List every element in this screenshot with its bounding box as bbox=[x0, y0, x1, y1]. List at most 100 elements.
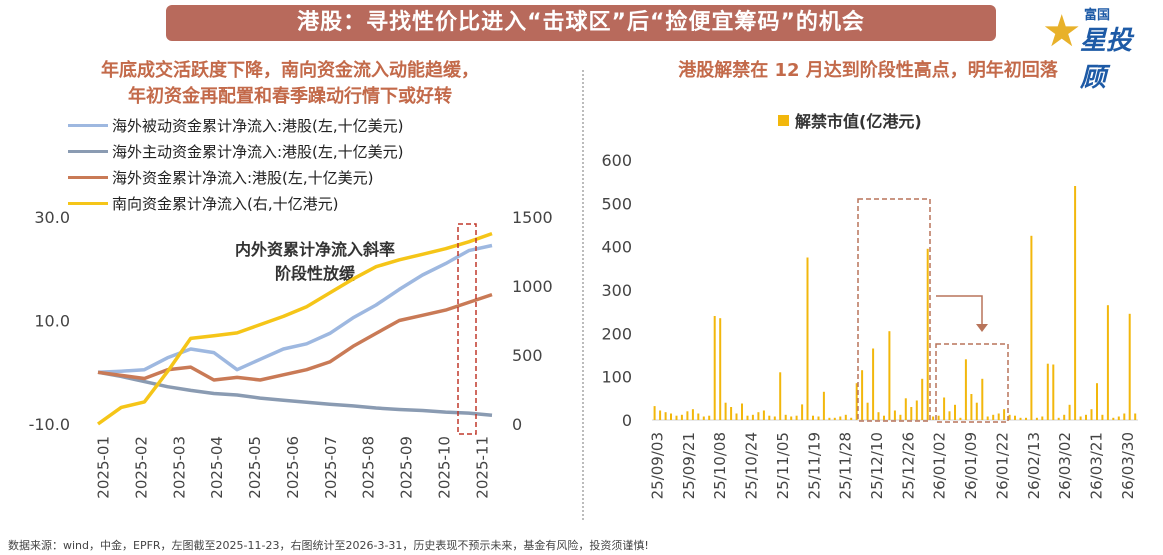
bar-y-tick: 0 bbox=[622, 411, 632, 430]
bar-mark bbox=[817, 416, 820, 420]
legend-item-passive: 海外被动资金累计净流入:港股(左,十亿美元) bbox=[68, 112, 404, 138]
left-x-tick: 2025-03 bbox=[170, 436, 188, 499]
bar-mark bbox=[850, 417, 853, 420]
bar-mark bbox=[943, 397, 946, 420]
annotation-line-1: 内外资累计净流入斜率 bbox=[234, 240, 395, 259]
bar-mark bbox=[784, 414, 787, 420]
bar-mark bbox=[1057, 417, 1060, 420]
bar-x-tick: 25/12/10 bbox=[868, 432, 886, 499]
left-x-tick: 2025-01 bbox=[95, 436, 113, 499]
bar-mark bbox=[888, 331, 891, 420]
bar-mark bbox=[1079, 416, 1082, 420]
right-legend: 解禁市值(亿港元) bbox=[778, 108, 922, 132]
bar-x-tick: 25/10/24 bbox=[743, 432, 761, 499]
bar-mark bbox=[970, 394, 973, 420]
bar-mark bbox=[954, 404, 956, 420]
bar-mark bbox=[670, 413, 672, 420]
bar-mark bbox=[773, 416, 776, 420]
bar-mark bbox=[735, 413, 738, 420]
highlight-box-nov bbox=[457, 223, 477, 435]
left-x-tick: 2025-08 bbox=[360, 436, 378, 499]
bar-y-tick: 200 bbox=[601, 324, 632, 343]
line-series-1 bbox=[97, 370, 493, 417]
bar-mark bbox=[1014, 415, 1016, 420]
bar-x-tick: 25/09/03 bbox=[649, 432, 667, 499]
bar-mark bbox=[1134, 413, 1137, 420]
bar-mark bbox=[1046, 363, 1049, 420]
jan-highlight-box bbox=[935, 343, 1009, 423]
bar-mark bbox=[1090, 409, 1093, 420]
bar-x-tick: 26/01/09 bbox=[962, 432, 980, 499]
bar-mark bbox=[746, 415, 749, 420]
bar-mark bbox=[910, 407, 913, 420]
left-y-tick: 10.0 bbox=[34, 312, 70, 331]
bar-mark bbox=[866, 402, 869, 420]
bar-x-tick: 25/12/26 bbox=[899, 432, 917, 499]
left-x-tick: 2025-05 bbox=[246, 436, 264, 499]
bar-mark bbox=[1101, 414, 1104, 420]
bar-x-tick: 25/11/05 bbox=[774, 432, 792, 499]
right-y-tick: 1000 bbox=[512, 277, 553, 296]
arrow-head-icon bbox=[976, 324, 988, 332]
bar-mark bbox=[877, 412, 880, 420]
legend-item-overseas: 海外资金累计净流入:港股(左,十亿美元) bbox=[68, 164, 404, 190]
slope-annotation: 内外资累计净流入斜率 阶段性放缓 bbox=[200, 238, 430, 286]
bar-mark bbox=[883, 415, 885, 420]
bar-y-tick: 600 bbox=[601, 151, 632, 170]
left-x-tick: 2025-10 bbox=[435, 436, 453, 499]
bar-mark bbox=[741, 403, 743, 420]
bar-x-tick: 26/03/30 bbox=[1119, 432, 1137, 499]
bar-mark bbox=[915, 400, 918, 420]
bar-mark bbox=[1003, 409, 1006, 420]
bar-mark bbox=[659, 410, 662, 420]
bar-mark bbox=[1117, 416, 1120, 420]
bar-mark bbox=[986, 416, 989, 420]
left-legend: 海外被动资金累计净流入:港股(左,十亿美元) 海外主动资金累计净流入:港股(左,… bbox=[68, 112, 404, 216]
right-y-tick: 1500 bbox=[512, 208, 553, 227]
bar-mark bbox=[1085, 414, 1087, 420]
bar-mark bbox=[855, 383, 858, 420]
bar-mark bbox=[1052, 364, 1055, 420]
bar-mark bbox=[893, 410, 896, 420]
bar-mark bbox=[806, 257, 809, 420]
line-series-2 bbox=[97, 292, 493, 382]
bar-mark bbox=[937, 415, 940, 420]
line-series-3 bbox=[96, 231, 493, 426]
right-chart-title: 港股解禁在 12 月达到阶段性高点，明年初回落 bbox=[678, 60, 1058, 81]
bar-mark bbox=[757, 412, 760, 420]
left-x-tick: 2025-07 bbox=[322, 436, 340, 499]
left-x-tick: 2025-04 bbox=[208, 436, 226, 499]
left-title-line-2: 年初资金再配置和春季躁动行情下或好转 bbox=[128, 86, 452, 107]
bar-mark bbox=[653, 406, 656, 420]
bar-mark bbox=[762, 410, 765, 420]
bar-mark bbox=[1019, 417, 1022, 420]
bar-x-tick: 26/01/22 bbox=[993, 432, 1011, 499]
left-x-tick: 2025-11 bbox=[473, 436, 491, 499]
bar-mark bbox=[872, 348, 875, 420]
bar-mark bbox=[768, 415, 771, 420]
bar-mark bbox=[926, 248, 929, 420]
page-banner: 港股：寻找性价比进入“击球区”后“捡便宜筹码”的机会 bbox=[166, 5, 996, 41]
bar-x-tick: 25/11/19 bbox=[805, 432, 823, 499]
bar-mark bbox=[921, 378, 924, 420]
bar-mark bbox=[992, 414, 995, 420]
left-x-tick: 2025-06 bbox=[284, 436, 302, 499]
bar-mark bbox=[1025, 417, 1027, 420]
left-chart-title: 年底成交活跃度下降，南向资金流入动能趋缓， 年初资金再配置和春季躁动行情下或好转 bbox=[10, 58, 570, 110]
arrow-line bbox=[936, 295, 983, 326]
bar-mark bbox=[981, 378, 984, 420]
brand-logo: ★ 富国 星投顾 bbox=[1040, 2, 1156, 93]
bar-mark bbox=[790, 416, 793, 420]
bar-x-tick: 25/09/21 bbox=[680, 432, 698, 499]
bar-mark bbox=[686, 411, 689, 420]
logo-small-text: 富国 bbox=[1084, 8, 1111, 23]
bar-mark bbox=[730, 407, 733, 420]
bar-y-tick: 500 bbox=[601, 194, 632, 213]
bar-mark bbox=[997, 413, 1000, 420]
bar-mark bbox=[719, 318, 722, 420]
left-y-tick: -10.0 bbox=[29, 415, 70, 434]
left-y-tick: 30.0 bbox=[34, 208, 70, 227]
bar-x-tick: 26/01/02 bbox=[931, 432, 949, 499]
bar-mark bbox=[844, 414, 847, 420]
